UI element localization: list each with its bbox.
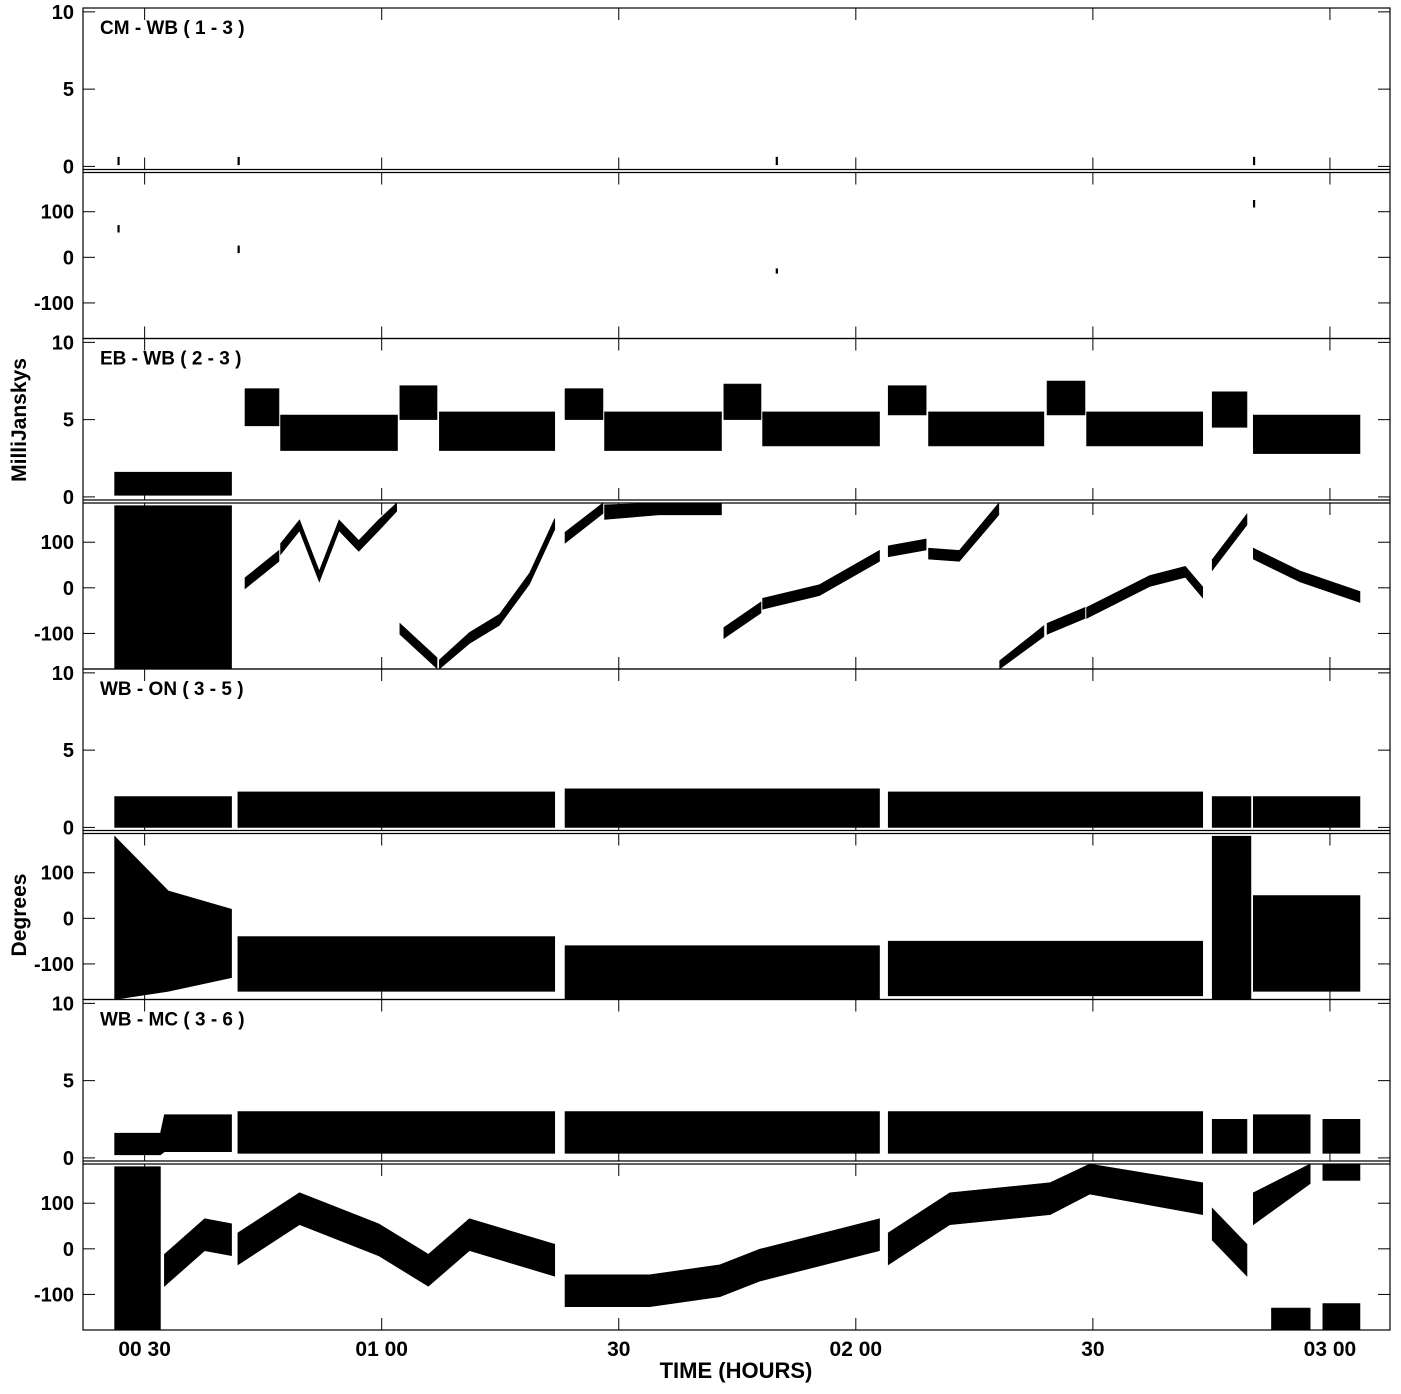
data-band [114,1111,1361,1156]
y-tick-label: 0 [63,1148,74,1170]
data-band [117,200,1256,274]
y-tick-label: 0 [63,487,74,509]
y-tick-label: 10 [52,663,74,685]
x-axis-label: TIME (HOURS) [660,1358,813,1383]
y-tick-label: 10 [52,2,74,24]
x-tick-label: 30 [607,1338,630,1361]
panel-label: CM - WB ( 1 - 3 ) [100,18,245,39]
y-axis-label: MilliJanskys [8,358,31,482]
data-band [114,1163,1361,1331]
data-band [114,380,1361,496]
x-tick-label: 02 00 [830,1338,883,1361]
y-tick-label: -100 [34,623,74,645]
panel-frame [82,7,1391,340]
y-tick-label: 0 [63,578,74,600]
y-axis-label: Degrees [8,874,31,957]
panel-label: WB - ON ( 3 - 5 ) [100,679,244,700]
data-band [114,788,1361,828]
y-tick-label: -100 [34,1284,74,1306]
x-tick-label: 01 00 [355,1338,408,1361]
y-tick-label: 0 [63,156,74,178]
y-tick-label: 0 [63,1239,74,1261]
x-tick-label: 00 30 [118,1338,171,1361]
y-tick-label: 100 [41,1193,74,1215]
data-band [117,156,1256,166]
panel-frame [82,998,1391,1331]
y-tick-label: 0 [63,817,74,839]
y-tick-label: 5 [63,79,74,101]
data-band [114,502,1361,670]
y-tick-label: 100 [41,202,74,224]
y-tick-label: 0 [63,247,74,269]
y-tick-label: 100 [41,863,74,885]
y-tick-label: 5 [63,740,74,762]
panel-label: WB - MC ( 3 - 6 ) [100,1010,245,1031]
y-tick-label: 10 [52,993,74,1015]
y-tick-label: 5 [63,410,74,432]
panel-label: EB - WB ( 2 - 3 ) [100,349,241,370]
x-tick-label: 03 00 [1304,1338,1357,1361]
y-tick-label: 100 [41,532,74,554]
y-tick-label: 0 [63,908,74,930]
x-tick-label: 30 [1081,1338,1104,1361]
y-tick-label: 10 [52,332,74,354]
data-band [114,835,1361,1000]
y-tick-label: -100 [34,293,74,315]
y-tick-label: -100 [34,954,74,976]
y-tick-label: 5 [63,1071,74,1093]
